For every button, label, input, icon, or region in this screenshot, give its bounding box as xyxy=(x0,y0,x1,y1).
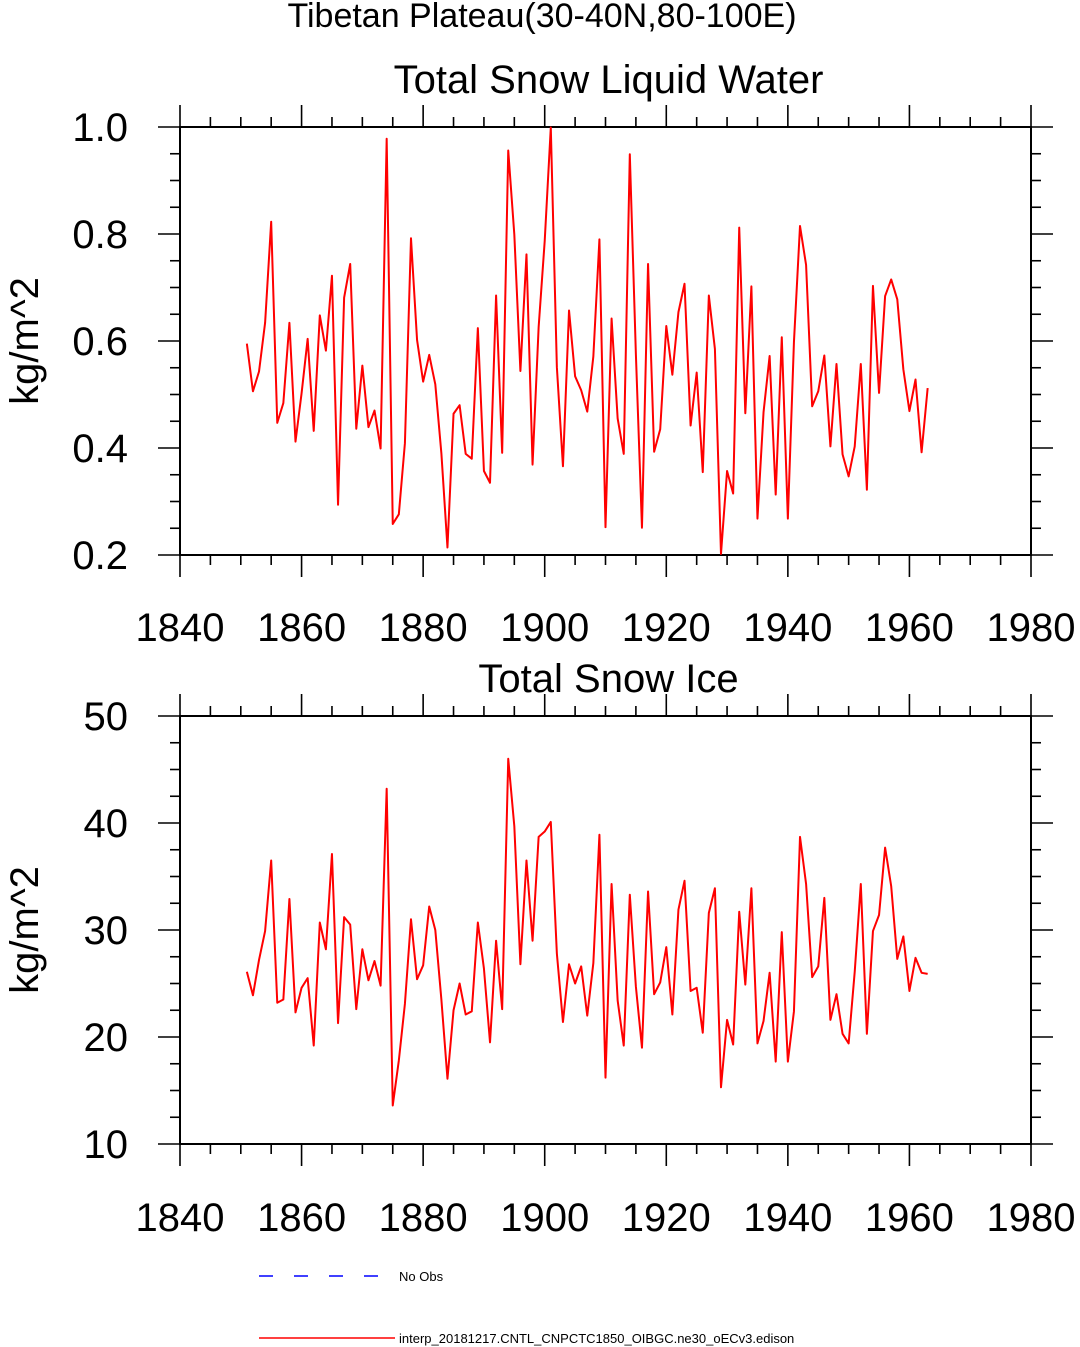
x-tick-label: 1940 xyxy=(743,1196,832,1240)
y-tick-label: 50 xyxy=(84,695,129,739)
panel-snow-liquid-water: Total Snow Liquid Water kg/m^2 0.2 0.4 0.6 0.… xyxy=(3,58,1075,650)
x-tick-label: 1880 xyxy=(379,1196,468,1240)
x-tick-label: 1980 xyxy=(987,1196,1076,1240)
series-line xyxy=(245,757,928,1107)
y-tick-label: 0.4 xyxy=(72,427,128,471)
y-tick-label: 10 xyxy=(84,1123,129,1167)
x-tick-label: 1900 xyxy=(500,606,589,650)
x-tick-label: 1840 xyxy=(136,1196,225,1240)
x-tick-label: 1900 xyxy=(500,1196,589,1240)
y-tick-label: 30 xyxy=(84,909,129,953)
y-tick-label: 1.0 xyxy=(72,106,128,150)
y-axis-label: kg/m^2 xyxy=(3,866,47,994)
y-tick-label: 0.2 xyxy=(72,534,128,578)
x-tick-label: 1880 xyxy=(379,606,468,650)
x-tick-label: 1860 xyxy=(257,606,346,650)
panel-snow-ice: Total Snow Ice kg/m^2 10 20 30 40 50 1840 1860 18… xyxy=(3,657,1075,1240)
plot-frame xyxy=(179,715,1032,1145)
x-tick-label: 1940 xyxy=(743,606,832,650)
x-tick-label: 1920 xyxy=(622,1196,711,1240)
chart-title: Total Snow Liquid Water xyxy=(394,58,824,102)
legend-label: No Obs xyxy=(399,1269,444,1284)
y-tick-label: 0.6 xyxy=(72,320,128,364)
y-tick-label: 40 xyxy=(84,802,129,846)
x-tick-label: 1860 xyxy=(257,1196,346,1240)
y-axis-label: kg/m^2 xyxy=(3,277,47,405)
x-tick-label: 1960 xyxy=(865,1196,954,1240)
series-line xyxy=(245,126,929,555)
x-tick-label: 1960 xyxy=(865,606,954,650)
legend: No Obs interp_20181217.CNTL_CNPCTC1850_OI… xyxy=(259,1269,794,1346)
legend-label: interp_20181217.CNTL_CNPCTC1850_OIBGC.ne… xyxy=(399,1331,794,1346)
y-tick-label: 0.8 xyxy=(72,213,128,257)
x-tick-label: 1840 xyxy=(136,606,225,650)
x-tick-label: 1920 xyxy=(622,606,711,650)
figure-suptitle: Tibetan Plateau(30-40N,80-100E) xyxy=(287,0,796,35)
chart-title: Total Snow Ice xyxy=(478,657,738,701)
y-tick-label: 20 xyxy=(84,1016,129,1060)
x-tick-label: 1980 xyxy=(987,606,1076,650)
